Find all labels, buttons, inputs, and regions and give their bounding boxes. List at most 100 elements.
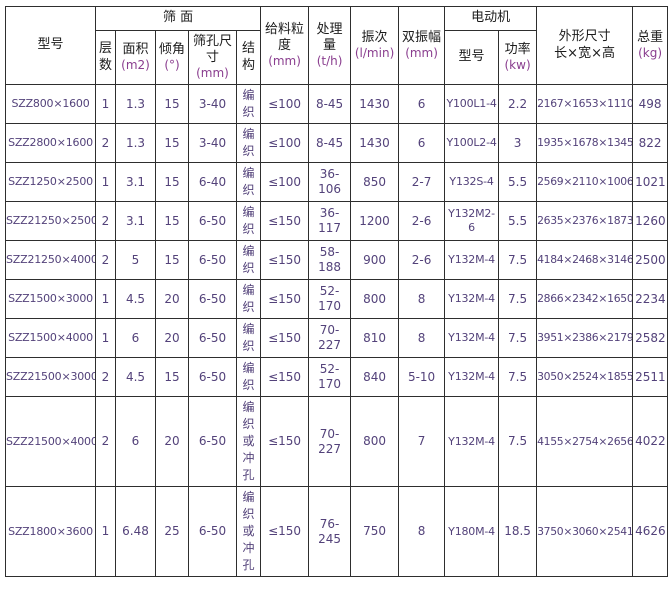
cell-feed: ≤150 bbox=[260, 318, 310, 358]
table-body: SZZ800×1600 1 1.3 15 3-40 编织 ≤100 8-45 1430 6 Y100… bbox=[5, 84, 669, 577]
cell-aperture: 6-50 bbox=[188, 357, 237, 397]
header-motor-group: 电动机 bbox=[444, 6, 538, 31]
cell-incline: 15 bbox=[155, 201, 189, 241]
table-row: SZZ1250×2500 1 3.1 15 6-40 编织 ≤100 36-106 850 2-7… bbox=[5, 162, 669, 202]
cell-motor: Y132M2-6 bbox=[444, 201, 500, 241]
cell-weight: 2511 bbox=[632, 357, 669, 397]
header-area: 面积 (m2) bbox=[115, 30, 156, 85]
cell-structure: 编织 bbox=[235, 201, 262, 241]
header-incline-title: 倾角 bbox=[158, 41, 185, 57]
cell-layers: 1 bbox=[95, 279, 116, 319]
header-feed-size-unit: (mm) bbox=[268, 54, 301, 69]
cell-model: SZZ1500×3000 bbox=[5, 279, 96, 319]
cell-weight: 4626 bbox=[632, 486, 669, 577]
cell-aperture: 6-40 bbox=[188, 162, 237, 202]
cell-motor: Y100L2-4 bbox=[444, 123, 500, 163]
cell-amplitude: 8 bbox=[398, 279, 446, 319]
header-aperture-title: 筛孔尺寸 bbox=[192, 33, 232, 65]
cell-amplitude: 2-6 bbox=[398, 240, 446, 280]
header-motor-model-title: 型号 bbox=[458, 49, 485, 65]
cell-capacity: 8-45 bbox=[308, 84, 352, 124]
cell-capacity: 36-117 bbox=[308, 201, 352, 241]
cell-layers: 1 bbox=[95, 162, 116, 202]
cell-incline: 15 bbox=[155, 84, 189, 124]
cell-dims: 3951×2386×2179 bbox=[536, 318, 634, 358]
cell-layers: 1 bbox=[95, 318, 116, 358]
cell-power: 3 bbox=[498, 123, 538, 163]
spec-table: 型号 筛 面 给料粒度 (mm) 处理量 (t/h) 振次 (l/min) bbox=[5, 6, 669, 577]
header-screen-surface: 筛 面 bbox=[94, 6, 262, 31]
cell-feed: ≤150 bbox=[260, 486, 310, 577]
cell-power: 7.5 bbox=[498, 357, 538, 397]
cell-motor: Y132M-4 bbox=[444, 318, 500, 358]
cell-amplitude: 6 bbox=[398, 84, 446, 124]
table-row: SZZ1500×3000 1 4.5 20 6-50 编织 ≤150 52-170 800 8 Y1… bbox=[5, 279, 669, 319]
header-row-1: 型号 筛 面 给料粒度 (mm) 处理量 (t/h) 振次 (l/min) bbox=[5, 6, 669, 85]
cell-incline: 15 bbox=[155, 357, 189, 397]
cell-feed: ≤100 bbox=[260, 123, 310, 163]
cell-feed: ≤150 bbox=[260, 396, 310, 487]
cell-motor: Y180M-4 bbox=[444, 486, 500, 577]
cell-incline: 15 bbox=[155, 123, 189, 163]
cell-freq: 750 bbox=[350, 486, 400, 577]
cell-incline: 20 bbox=[155, 279, 189, 319]
header-area-title: 面积 bbox=[122, 41, 149, 57]
cell-aperture: 6-50 bbox=[188, 279, 237, 319]
cell-area: 5 bbox=[115, 240, 156, 280]
header-model-title: 型号 bbox=[37, 37, 64, 53]
cell-feed: ≤100 bbox=[260, 162, 310, 202]
table-row: SZZ21500×3000 2 4.5 15 6-50 编织 ≤150 52-170 840 5-… bbox=[5, 357, 669, 397]
cell-incline: 25 bbox=[155, 486, 189, 577]
cell-amplitude: 5-10 bbox=[398, 357, 446, 397]
cell-capacity: 52-170 bbox=[308, 279, 352, 319]
header-screen-surface-title: 筛 面 bbox=[162, 10, 194, 26]
cell-freq: 850 bbox=[350, 162, 400, 202]
table-row: SZZ21250×2500 2 3.1 15 6-50 编织 ≤150 36-117 1200 2… bbox=[5, 201, 669, 241]
cell-area: 3.1 bbox=[115, 201, 156, 241]
cell-incline: 20 bbox=[155, 318, 189, 358]
cell-feed: ≤150 bbox=[260, 279, 310, 319]
table-row: SZZ800×1600 1 1.3 15 3-40 编织 ≤100 8-45 1430 6 Y100… bbox=[5, 84, 669, 124]
header-power-title: 功率 bbox=[504, 41, 531, 57]
cell-incline: 15 bbox=[155, 162, 189, 202]
cell-structure: 编织 bbox=[235, 318, 262, 358]
cell-weight: 822 bbox=[632, 123, 669, 163]
cell-weight: 498 bbox=[632, 84, 669, 124]
cell-weight: 2234 bbox=[632, 279, 669, 319]
header-dimensions: 外形尺寸 长×宽×高 bbox=[536, 6, 634, 85]
header-feed-size: 给料粒度 (mm) bbox=[260, 6, 310, 85]
cell-weight: 4022 bbox=[632, 396, 669, 487]
cell-area: 1.3 bbox=[115, 84, 156, 124]
header-amplitude: 双振幅 (mm) bbox=[398, 6, 446, 85]
cell-freq: 800 bbox=[350, 396, 400, 487]
cell-model: SZZ800×1600 bbox=[5, 84, 96, 124]
header-amplitude-unit: (mm) bbox=[405, 46, 438, 61]
cell-area: 4.5 bbox=[115, 279, 156, 319]
cell-layers: 2 bbox=[95, 357, 116, 397]
cell-area: 6.48 bbox=[115, 486, 156, 577]
cell-feed: ≤100 bbox=[260, 84, 310, 124]
cell-aperture: 6-50 bbox=[188, 318, 237, 358]
cell-weight: 2582 bbox=[632, 318, 669, 358]
cell-power: 7.5 bbox=[498, 279, 538, 319]
cell-area: 6 bbox=[115, 318, 156, 358]
cell-capacity: 70-227 bbox=[308, 396, 352, 487]
cell-model: SZZ21250×2500 bbox=[5, 201, 96, 241]
header-layers: 层数 bbox=[95, 30, 116, 85]
cell-motor: Y132M-4 bbox=[444, 240, 500, 280]
cell-capacity: 58-188 bbox=[308, 240, 352, 280]
cell-capacity: 70-227 bbox=[308, 318, 352, 358]
table-row: SZZ21250×4000 2 5 15 6-50 编织 ≤150 58-188 900 2-6 Y… bbox=[5, 240, 669, 280]
cell-aperture: 3-40 bbox=[188, 123, 237, 163]
header-model: 型号 bbox=[5, 6, 96, 85]
cell-area: 3.1 bbox=[115, 162, 156, 202]
header-capacity-unit: (t/h) bbox=[316, 54, 343, 69]
cell-dims: 3750×3060×2541 bbox=[536, 486, 634, 577]
cell-power: 18.5 bbox=[498, 486, 538, 577]
cell-structure: 编织 bbox=[235, 240, 262, 280]
cell-structure: 编织 bbox=[235, 162, 262, 202]
cell-motor: Y100L1-4 bbox=[444, 84, 500, 124]
header-structure-title: 结构 bbox=[242, 41, 256, 73]
cell-model: SZZ2800×1600 bbox=[5, 123, 96, 163]
header-frequency-title: 振次 bbox=[361, 29, 388, 45]
